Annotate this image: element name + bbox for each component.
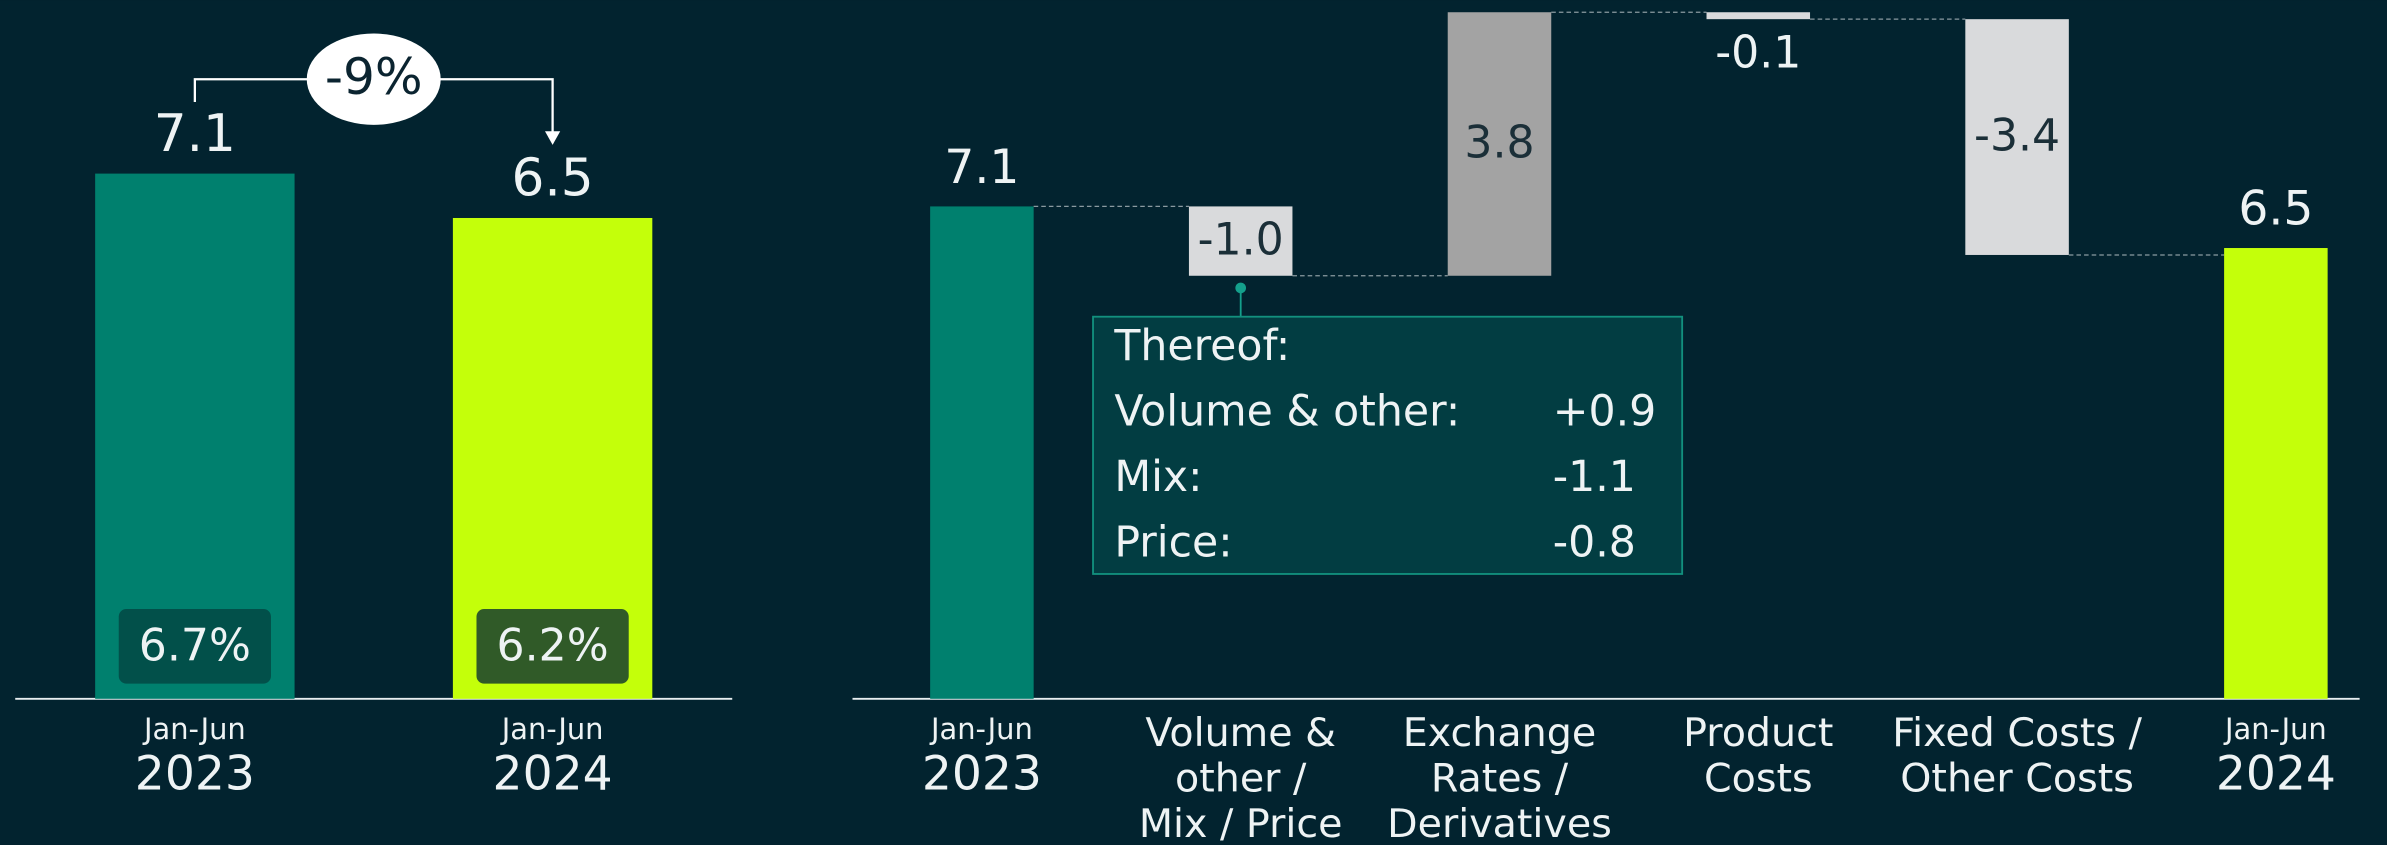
margin-label: 6.7%	[139, 621, 251, 672]
value-label: -0.1	[1715, 28, 1801, 79]
x-tick-label: Other Costs	[1900, 756, 2134, 802]
callout-label: Price:	[1114, 518, 1232, 568]
value-label: 6.5	[511, 148, 593, 208]
x-tick-label: Jan-Jun	[2223, 712, 2327, 746]
bar	[1188, 206, 1293, 276]
x-tick-label: 2024	[2216, 746, 2336, 801]
x-tick-label: Mix / Price	[1139, 801, 1343, 845]
bar	[1447, 12, 1552, 276]
x-tick-label: Jan-Jun	[142, 712, 246, 746]
arrow-head	[544, 131, 561, 145]
value-label: 6.5	[2238, 181, 2313, 236]
bar	[930, 206, 1034, 699]
x-tick-label: Costs	[1704, 756, 1813, 802]
bar	[1965, 19, 2069, 255]
bar	[2224, 248, 2328, 699]
x-tick-label: Product	[1683, 710, 1833, 756]
value-label: -3.4	[1974, 111, 2060, 162]
value-label: 7.1	[944, 140, 1019, 195]
callout-value: -0.8	[1553, 518, 1636, 568]
change-bubble	[306, 33, 441, 125]
x-tick-label: Exchange	[1403, 710, 1596, 756]
margin-label: 6.2%	[497, 621, 609, 672]
callout-value: +0.9	[1553, 387, 1656, 437]
x-tick-label: Jan-Jun	[500, 712, 604, 746]
callout-label: Mix:	[1114, 452, 1202, 502]
x-tick-label: Rates /	[1431, 756, 1569, 802]
callout-value: -1.1	[1553, 452, 1636, 502]
bar	[1706, 12, 1811, 20]
change-label: -9%	[325, 47, 423, 106]
callout-title: Thereof:	[1113, 321, 1290, 371]
x-tick-label: Volume &	[1145, 710, 1336, 756]
callout-label: Volume & other:	[1114, 387, 1460, 437]
value-label: 7.1	[154, 104, 236, 164]
x-tick-label: Jan-Jun	[929, 712, 1033, 746]
x-tick-label: 2023	[922, 746, 1042, 801]
margin-box	[118, 608, 271, 684]
callout-box	[1092, 315, 1684, 575]
x-tick-label: 2023	[135, 746, 255, 801]
x-tick-label: 2024	[493, 746, 613, 801]
x-tick-label: Derivatives	[1387, 801, 1612, 845]
margin-box	[476, 608, 629, 684]
value-label: -1.0	[1198, 215, 1284, 266]
x-tick-label: Fixed Costs /	[1892, 710, 2142, 756]
value-label: 3.8	[1464, 118, 1534, 169]
x-tick-label: other /	[1175, 756, 1307, 802]
